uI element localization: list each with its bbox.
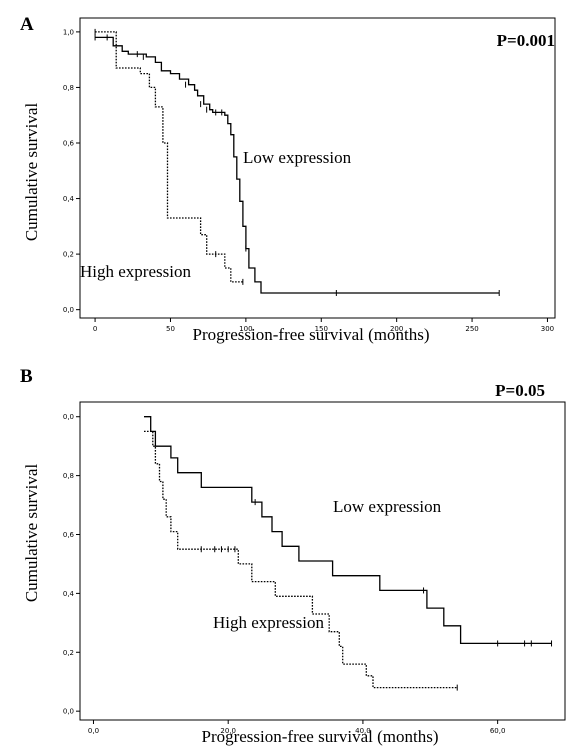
panel-b: B P=0.05 Cumulative survival Progression…: [20, 366, 566, 746]
panel-b-y-tick-label: 0,0: [63, 708, 74, 716]
panel-b-y-tick-label: 0,0: [63, 413, 74, 421]
panel-a-x-tick-label: 50: [166, 325, 175, 333]
panel-b-plot-frame: [79, 401, 566, 721]
panel-a-y-tick-label: 0,8: [63, 84, 74, 92]
panel-b-x-tick-label: 20,0: [220, 727, 236, 735]
panel-a-x-tick-label: 300: [541, 325, 554, 333]
panel-b-xlabel: Progression-free survival (months): [201, 727, 438, 746]
panel-b-dotted-curve: [144, 430, 458, 689]
panel-b-x-tick-label: 40,0: [355, 727, 371, 735]
panel-a-solid-curve: [95, 36, 500, 294]
panel-a-y-tick-label: 1,0: [63, 28, 74, 36]
panel-b-y-tick-label: 0,8: [63, 472, 74, 480]
panel-b-y-tick-label: 0,6: [63, 531, 75, 539]
panel-a-letter: A: [20, 14, 34, 35]
panel-a-plot-frame: [79, 17, 556, 319]
panel-a-high-label: High expression: [80, 262, 191, 281]
panel-a-y-tick-label: 0,0: [63, 306, 74, 314]
panel-a-xlabel: Progression-free survival (months): [192, 325, 429, 344]
panel-b-solid-curve: [144, 416, 552, 645]
panel-a-low-label: Low expression: [243, 148, 352, 167]
panel-b-high-label: High expression: [213, 613, 324, 632]
panel-a-dotted-curve: [95, 31, 243, 283]
panel-a-pvalue: P=0.001: [497, 31, 555, 50]
panel-a-ylabel: Cumulative survival: [22, 103, 41, 242]
panel-a-x-tick-label: 200: [390, 325, 403, 333]
panel-a-x-tick-label: 100: [239, 325, 252, 333]
panel-b-low-label: Low expression: [333, 497, 442, 516]
panel-a-y-tick-label: 0,4: [63, 195, 75, 203]
panel-a-x-tick-label: 250: [465, 325, 478, 333]
panel-b-ylabel: Cumulative survival: [22, 464, 41, 603]
panel-a-y-tick-label: 0,6: [63, 140, 75, 148]
panel-a-y-tick-label: 0,2: [63, 251, 74, 259]
panel-b-pvalue: P=0.05: [495, 381, 545, 400]
panel-a-x-tick-label: 150: [315, 325, 328, 333]
panel-a: A P=0.001 Cumulative survival Progressio…: [20, 14, 556, 344]
panel-b-letter: B: [20, 366, 33, 387]
panel-b-y-tick-label: 0,2: [63, 649, 74, 657]
panel-b-y-tick-label: 0,4: [63, 590, 75, 598]
panel-a-x-tick-label: 0: [93, 325, 97, 333]
panel-b-x-tick-label: 60,0: [490, 727, 506, 735]
panel-b-x-tick-label: 0,0: [88, 727, 99, 735]
